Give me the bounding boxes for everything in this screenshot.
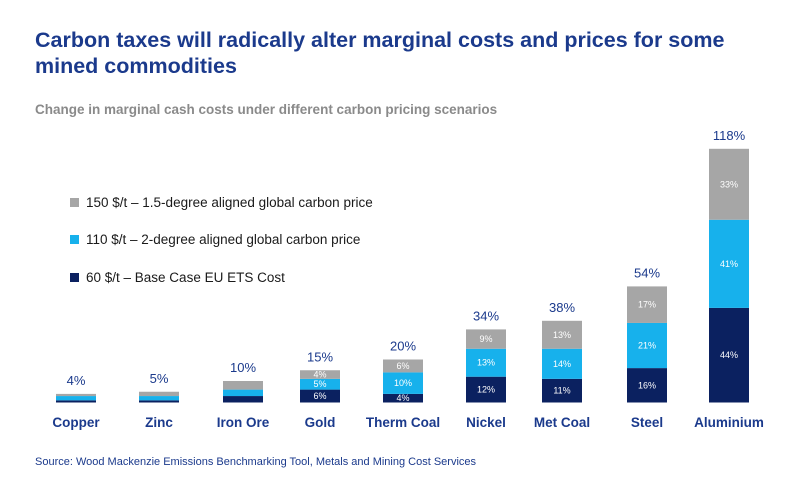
bar-segment-nickel-s1 bbox=[466, 348, 506, 377]
category-label: Copper bbox=[52, 415, 100, 430]
bar-segment-zinc-s1 bbox=[139, 396, 179, 401]
bar-segment-gold-s1 bbox=[300, 378, 340, 390]
data-label: 17% bbox=[638, 300, 656, 310]
category-label: Met Coal bbox=[534, 415, 590, 430]
bar-total-label: 34% bbox=[473, 308, 499, 323]
category-label: Aluminium bbox=[694, 415, 764, 430]
legend-swatch bbox=[70, 273, 79, 282]
legend-label: 110 $/t – 2-degree aligned global carbon… bbox=[86, 232, 361, 247]
category-label: Nickel bbox=[466, 415, 506, 430]
bar-total-label: 38% bbox=[549, 300, 575, 315]
bar-segment-iron-ore-s1 bbox=[223, 389, 263, 397]
bar-segment-zinc-s2 bbox=[139, 391, 179, 397]
data-label: 44% bbox=[720, 350, 738, 360]
data-label: 41% bbox=[720, 259, 738, 269]
bar-segment-iron-ore-s2 bbox=[223, 381, 263, 390]
category-label: Iron Ore bbox=[217, 415, 270, 430]
data-label: 10% bbox=[394, 378, 412, 388]
bar-segment-therm-coal-s2 bbox=[383, 359, 423, 373]
bar-total-label: 118% bbox=[713, 128, 746, 143]
legend-item: 60 $/t – Base Case EU ETS Cost bbox=[70, 270, 285, 285]
category-label: Therm Coal bbox=[366, 415, 440, 430]
data-label: 21% bbox=[638, 341, 656, 351]
data-label: 33% bbox=[720, 179, 738, 189]
bar-segment-copper-s2 bbox=[56, 393, 96, 397]
data-label: 6% bbox=[313, 391, 326, 401]
data-label: 13% bbox=[553, 330, 571, 340]
data-label: 9% bbox=[479, 334, 492, 344]
bar-total-label: 54% bbox=[634, 265, 660, 280]
bar-segment-nickel-s2 bbox=[466, 329, 506, 349]
page-title: Carbon taxes will radically alter margin… bbox=[35, 28, 725, 78]
bar-segment-steel-s0 bbox=[627, 368, 667, 403]
source-note: Source: Wood Mackenzie Emissions Benchma… bbox=[35, 456, 477, 468]
category-label: Zinc bbox=[145, 415, 173, 430]
bar-segment-met-coal-s0 bbox=[542, 378, 582, 403]
data-label: 6% bbox=[396, 361, 409, 371]
data-label: 12% bbox=[477, 385, 495, 395]
data-label: 16% bbox=[638, 380, 656, 390]
bar-total-label: 10% bbox=[230, 360, 256, 375]
bar-segment-met-coal-s1 bbox=[542, 348, 582, 379]
legend-label: 150 $/t – 1.5-degree aligned global carb… bbox=[86, 195, 373, 210]
data-label: 14% bbox=[553, 359, 571, 369]
bar-segment-therm-coal-s0 bbox=[383, 393, 423, 403]
bar-segment-aluminium-s2 bbox=[709, 148, 749, 220]
data-label: 11% bbox=[553, 386, 570, 396]
legend-item: 150 $/t – 1.5-degree aligned global carb… bbox=[70, 195, 373, 210]
bar-segment-steel-s2 bbox=[627, 286, 667, 323]
legend-item: 110 $/t – 2-degree aligned global carbon… bbox=[70, 232, 360, 247]
legend-swatch bbox=[70, 235, 79, 244]
bar-segment-aluminium-s1 bbox=[709, 219, 749, 308]
bar-segment-steel-s1 bbox=[627, 322, 667, 369]
bar-segment-aluminium-s0 bbox=[709, 307, 749, 403]
bar-segment-copper-s1 bbox=[56, 396, 96, 401]
bar-segment-nickel-s0 bbox=[466, 376, 506, 403]
bar-segment-gold-s2 bbox=[300, 370, 340, 379]
bar-segment-iron-ore-s0 bbox=[223, 396, 263, 403]
data-label: 4% bbox=[396, 393, 409, 403]
data-label: 13% bbox=[477, 358, 495, 368]
bar-segment-copper-s0 bbox=[56, 400, 96, 403]
chart-subtitle: Change in marginal cash costs under diff… bbox=[35, 102, 498, 117]
bar-segment-zinc-s0 bbox=[139, 400, 179, 403]
data-label: 4% bbox=[313, 370, 326, 380]
bar-total-label: 5% bbox=[150, 371, 169, 386]
bar-total-label: 15% bbox=[307, 349, 333, 364]
bar-segment-met-coal-s2 bbox=[542, 320, 582, 349]
legend-label: 60 $/t – Base Case EU ETS Cost bbox=[86, 270, 285, 285]
data-label: 5% bbox=[313, 379, 326, 389]
category-label: Gold bbox=[305, 415, 336, 430]
category-label: Steel bbox=[631, 415, 663, 430]
legend-swatch bbox=[70, 198, 79, 207]
bar-total-label: 20% bbox=[390, 339, 416, 354]
bar-segment-gold-s0 bbox=[300, 389, 340, 403]
bar-total-label: 4% bbox=[67, 373, 86, 388]
bar-segment-therm-coal-s1 bbox=[383, 372, 423, 394]
